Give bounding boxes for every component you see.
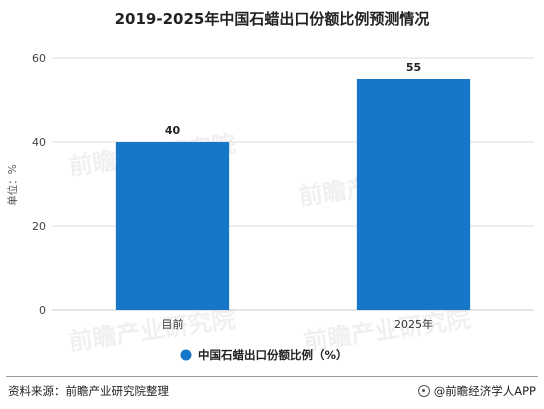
brand-label: @前瞻经济学人APP bbox=[433, 384, 536, 398]
y-tick-label: 60 bbox=[32, 52, 46, 65]
brand-credit: @前瞻经济学人APP bbox=[417, 383, 536, 399]
y-tick-label: 20 bbox=[32, 220, 46, 233]
y-axis-label: 单位：% bbox=[6, 164, 19, 205]
x-tick-label: 目前 bbox=[162, 317, 184, 331]
y-axis: 0 20 40 60 bbox=[32, 52, 46, 317]
chart-title: 2019-2025年中国石蜡出口份额比例预测情况 bbox=[114, 10, 430, 28]
bar bbox=[356, 79, 471, 310]
data-label: 55 bbox=[406, 61, 421, 74]
y-tick-label: 0 bbox=[39, 304, 46, 317]
source-note: 资料来源：前瞻产业研究院整理 bbox=[8, 384, 169, 398]
bars-group: 40 55 bbox=[115, 61, 471, 310]
target-icon bbox=[417, 385, 430, 397]
legend: 中国石蜡出口份额比例（%） bbox=[180, 348, 348, 362]
x-tick-label: 2025年 bbox=[394, 317, 433, 331]
legend-marker bbox=[180, 349, 192, 361]
x-axis: 目前 2025年 bbox=[162, 317, 434, 331]
y-tick-label: 40 bbox=[32, 136, 46, 149]
data-label: 40 bbox=[165, 124, 181, 137]
footer-divider bbox=[6, 376, 538, 377]
legend-label: 中国石蜡出口份额比例（%） bbox=[198, 348, 348, 362]
bar bbox=[115, 142, 230, 310]
